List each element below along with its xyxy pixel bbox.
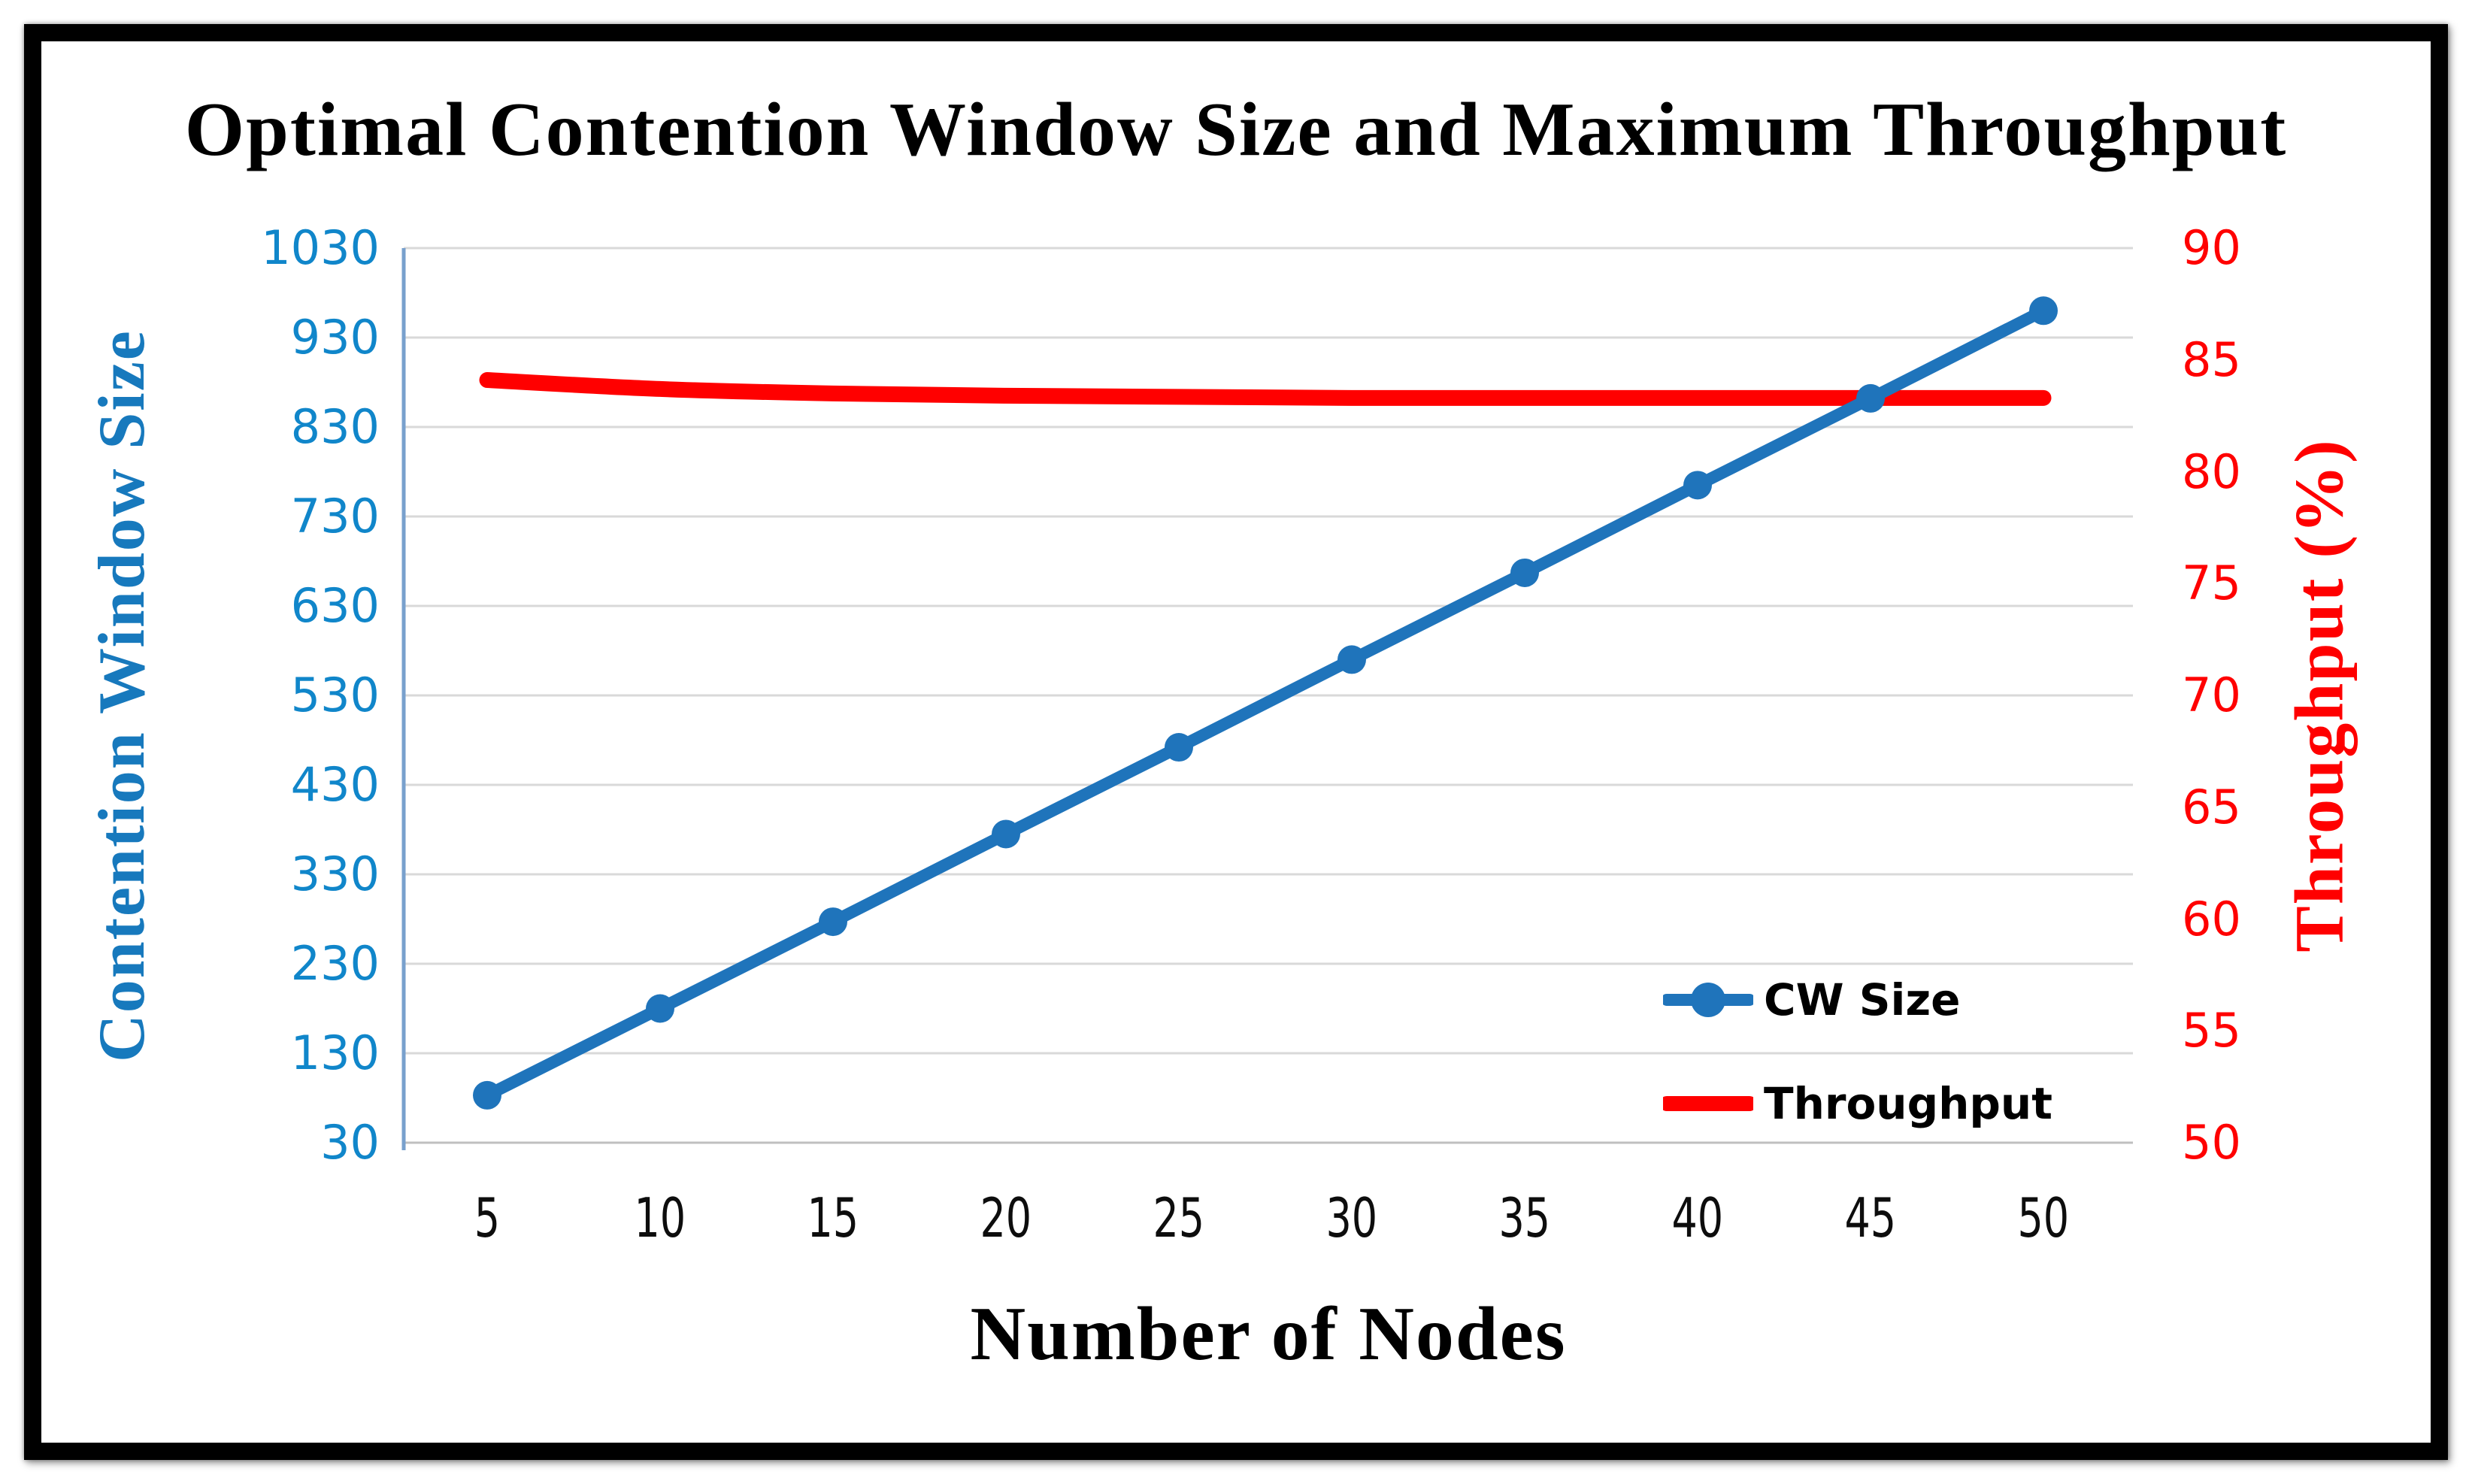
y-left-tick-label: 30 [320,1115,380,1170]
x-tick-text: 45 [1844,1186,1897,1249]
x-tick-label: 5 [427,1184,547,1252]
y-right-tick-label: 50 [2182,1115,2241,1170]
y-left-tick-label: 730 [290,489,380,544]
x-tick-label: 10 [600,1184,720,1252]
data-point-marker [473,1080,501,1110]
y-right-tick-label: 75 [2182,556,2241,611]
y-left-tick-label: 830 [290,399,380,454]
data-point-marker [1683,471,1712,500]
x-tick-text: 35 [1498,1186,1551,1249]
legend-line-icon [1663,1096,1753,1111]
y-left-tick-label: 430 [290,757,380,812]
x-tick-label: 20 [946,1184,1066,1252]
x-tick-text: 40 [1671,1186,1724,1249]
y-right-tick-label: 60 [2182,891,2241,946]
x-tick-label: 30 [1292,1184,1412,1252]
y-right-tick-label: 85 [2182,332,2241,387]
x-tick-label: 40 [1637,1184,1758,1252]
y-left-tick-label: 330 [290,846,380,901]
series-line-throughput [479,372,2052,406]
y-left-tick-label: 1030 [261,220,380,275]
data-point-marker [1165,733,1193,762]
y-right-tick-label: 70 [2182,668,2241,722]
x-tick-text: 25 [1153,1186,1205,1249]
data-point-marker [646,994,674,1023]
series-line-cw-size [481,304,2049,1101]
plot-area [401,247,2133,1150]
y-left-tick-label: 230 [290,936,380,991]
y-left-tick-label: 930 [290,310,380,365]
x-tick-text: 5 [474,1186,501,1249]
x-tick-label: 25 [1119,1184,1239,1252]
x-tick-text: 50 [2017,1186,2070,1249]
legend-item-cw-size: CW Size [1663,966,1960,1034]
y-right-tick-label: 90 [2182,220,2241,275]
data-point-marker [1510,558,1539,587]
legend-label: Throughput [1764,1078,2052,1129]
y-left-tick-label: 530 [290,668,380,722]
data-point-marker [1337,645,1366,674]
x-tick-text: 15 [807,1186,859,1249]
x-tick-text: 20 [980,1186,1032,1249]
x-tick-label: 35 [1465,1184,1585,1252]
data-point-marker [1856,383,1885,413]
x-tick-label: 45 [1810,1184,1931,1252]
border-frame [24,24,2448,1460]
x-axis-title: Number of Nodes [970,1292,1567,1376]
x-tick-text: 30 [1325,1186,1378,1249]
x-tick-label: 50 [1983,1184,2104,1252]
legend-line-marker-icon [1663,983,1753,1017]
x-tick-label: 15 [773,1184,893,1252]
y-left-tick-label: 630 [290,578,380,633]
data-point-marker [2029,296,2058,326]
data-point-marker [819,907,847,937]
data-point-marker [992,819,1020,849]
y-left-tick-label: 130 [290,1025,380,1080]
legend-label: CW Size [1764,974,1961,1025]
legend-item-throughput: Throughput [1663,1070,2052,1137]
y-right-tick-label: 55 [2182,1003,2241,1058]
chart-title: Optimal Contention Window Size and Maxim… [184,87,2288,172]
x-tick-text: 10 [634,1186,686,1249]
y-right-tick-label: 65 [2182,779,2241,834]
y-right-tick-label: 80 [2182,444,2241,499]
